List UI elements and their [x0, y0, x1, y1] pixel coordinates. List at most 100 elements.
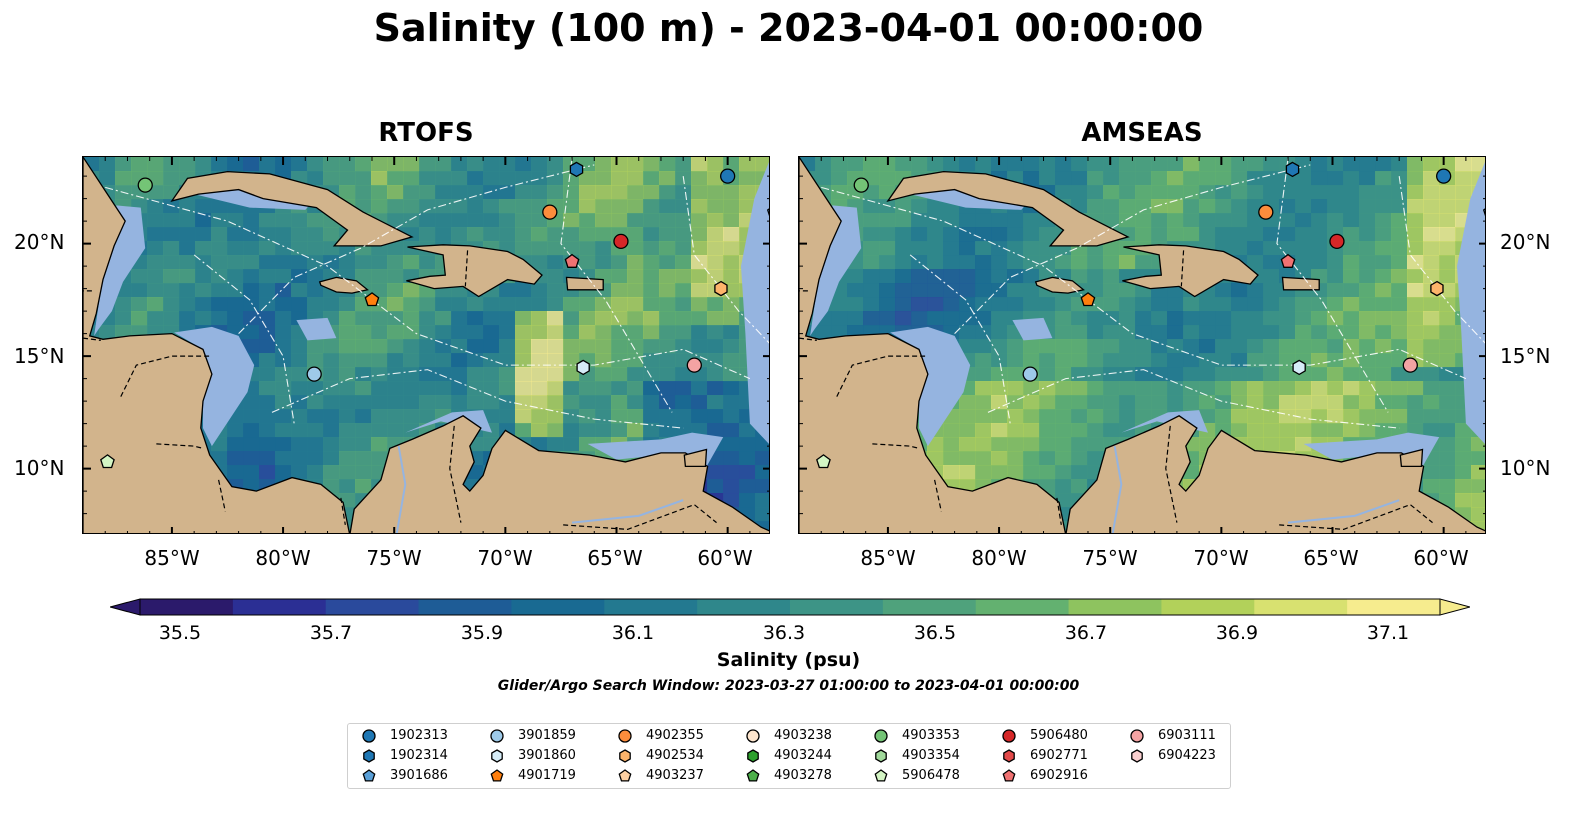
hexagon-marker-icon: [1003, 749, 1015, 763]
float-marker-1902314[interactable]: [1285, 161, 1300, 178]
legend-label: 4903353: [902, 728, 960, 743]
colorbar-segment: [697, 599, 791, 615]
legend-item-5906480: 5906480: [1000, 727, 1120, 745]
legend-label: 3901859: [518, 728, 576, 743]
legend-item-5906478: 5906478: [872, 767, 992, 785]
float-marker-6903111[interactable]: [1402, 357, 1418, 373]
float-marker-3901859[interactable]: [1022, 366, 1038, 382]
hexagon-marker-icon: [1131, 749, 1143, 763]
legend-item-4902534: 4902534: [616, 747, 736, 765]
lon-label-rtofs: 75°W: [366, 546, 422, 570]
circle-marker-icon: [490, 729, 504, 743]
pentagon-marker-icon: [618, 769, 632, 782]
legend-item-6902771: 6902771: [1000, 747, 1120, 765]
legend-label: 4902534: [646, 748, 704, 763]
map-panel-rtofs[interactable]: [82, 156, 770, 534]
lat-label-left: 15°N: [14, 344, 65, 368]
float-marker-4903353[interactable]: [137, 177, 153, 193]
float-marker-4901719[interactable]: [364, 292, 380, 307]
float-marker-4902534[interactable]: [1430, 280, 1444, 297]
lon-label-rtofs: 85°W: [144, 546, 200, 570]
colorbar-segment: [418, 599, 513, 615]
hexagon-marker-icon: [363, 749, 375, 763]
colorbar-segment: [1068, 599, 1163, 615]
legend-item-6902916: 6902916: [1000, 767, 1120, 785]
colorbar-segment: [140, 599, 234, 615]
float-marker-3901860[interactable]: [1292, 359, 1306, 376]
legend-item-1902313: 1902313: [360, 727, 480, 745]
lon-label-rtofs: 65°W: [587, 546, 643, 570]
colorbar-segment: [1254, 599, 1348, 615]
colorbar-tick: 36.3: [762, 622, 806, 644]
legend-label: 4902355: [646, 728, 704, 743]
float-marker-1902313[interactable]: [1436, 168, 1452, 184]
legend-label: 5906480: [1030, 728, 1088, 743]
float-marker-5906480[interactable]: [1329, 233, 1345, 250]
pentagon-marker-icon: [746, 769, 760, 782]
float-marker-6902916[interactable]: [564, 253, 580, 268]
lon-label-amseas: 75°W: [1082, 546, 1138, 570]
legend-label: 6903111: [1158, 728, 1216, 743]
colorbar-segment: [975, 599, 1070, 615]
panel-title-rtofs: RTOFS: [378, 118, 474, 148]
pentagon-marker-icon: [1002, 769, 1016, 782]
hexagon-marker-icon: [619, 749, 631, 763]
float-marker-3901686[interactable]: [766, 205, 770, 218]
colorbar-segment: [1347, 599, 1441, 615]
colorbar-segment: [790, 599, 884, 615]
colorbar-tick: 36.9: [1215, 622, 1259, 644]
lon-label-amseas: 70°W: [1193, 546, 1249, 570]
lon-label-amseas: 65°W: [1303, 546, 1359, 570]
float-marker-5906480[interactable]: [613, 233, 629, 250]
legend-item-1902314: 1902314: [360, 747, 480, 765]
legend-item-6903111: 6903111: [1128, 727, 1248, 745]
lon-label-rtofs: 70°W: [477, 546, 533, 570]
hexagon-marker-icon: [875, 749, 887, 763]
float-marker-4902355[interactable]: [542, 204, 558, 220]
legend-label: 6904223: [1158, 748, 1216, 763]
float-marker-4902534[interactable]: [714, 280, 728, 297]
float-marker-1902314[interactable]: [569, 161, 584, 178]
legend-label: 1902313: [390, 728, 448, 743]
circle-marker-icon: [1130, 729, 1144, 743]
colorbar-segment: [511, 599, 605, 615]
float-marker-1902313[interactable]: [720, 168, 736, 184]
float-marker-3901686[interactable]: [1482, 205, 1486, 218]
float-marker-4901719[interactable]: [1080, 292, 1096, 307]
legend-label: 4903237: [646, 768, 704, 783]
float-marker-4902355[interactable]: [1258, 204, 1274, 220]
colorbar-label: Salinity (psu): [716, 649, 861, 671]
colorbar-segment: [604, 599, 698, 615]
legend-label: 6902916: [1030, 768, 1088, 783]
colorbar-segment: [325, 599, 420, 615]
legend-item-4903354: 4903354: [872, 747, 992, 765]
lon-label-amseas: 60°W: [1413, 546, 1469, 570]
colorbar-tick: 35.7: [309, 622, 353, 644]
colorbar-tick: 36.5: [913, 622, 957, 644]
legend-item-4901719: 4901719: [488, 767, 608, 785]
float-marker-3901860[interactable]: [576, 359, 590, 376]
legend-item-3901859: 3901859: [488, 727, 608, 745]
circle-marker-icon: [618, 729, 632, 743]
map-panel-amseas[interactable]: [798, 156, 1486, 534]
float-marker-5906478[interactable]: [816, 454, 831, 469]
legend-item-4903238: 4903238: [744, 727, 864, 745]
float-marker-6902916[interactable]: [1280, 253, 1296, 268]
lat-label-right: 15°N: [1500, 344, 1551, 368]
circle-marker-icon: [874, 729, 888, 743]
colorbar-segment: [1161, 599, 1255, 615]
float-marker-5906478[interactable]: [100, 454, 115, 469]
float-marker-6903111[interactable]: [686, 357, 702, 373]
legend-item-4902355: 4902355: [616, 727, 736, 745]
search-window-note: Glider/Argo Search Window: 2023-03-27 01…: [497, 678, 1080, 694]
float-marker-3901859[interactable]: [306, 366, 322, 382]
lon-label-rtofs: 80°W: [255, 546, 311, 570]
circle-marker-icon: [362, 729, 376, 743]
legend-item-6904223: 6904223: [1128, 747, 1248, 765]
colorbar-tick: 35.5: [158, 622, 202, 644]
lat-label-left: 10°N: [14, 456, 65, 480]
colorbar-tick: 36.7: [1064, 622, 1108, 644]
lat-label-right: 10°N: [1500, 456, 1551, 480]
float-legend: 1902313 1902314 3901686 3901859 3901860 49017…: [347, 723, 1231, 789]
float-marker-4903353[interactable]: [853, 177, 869, 193]
